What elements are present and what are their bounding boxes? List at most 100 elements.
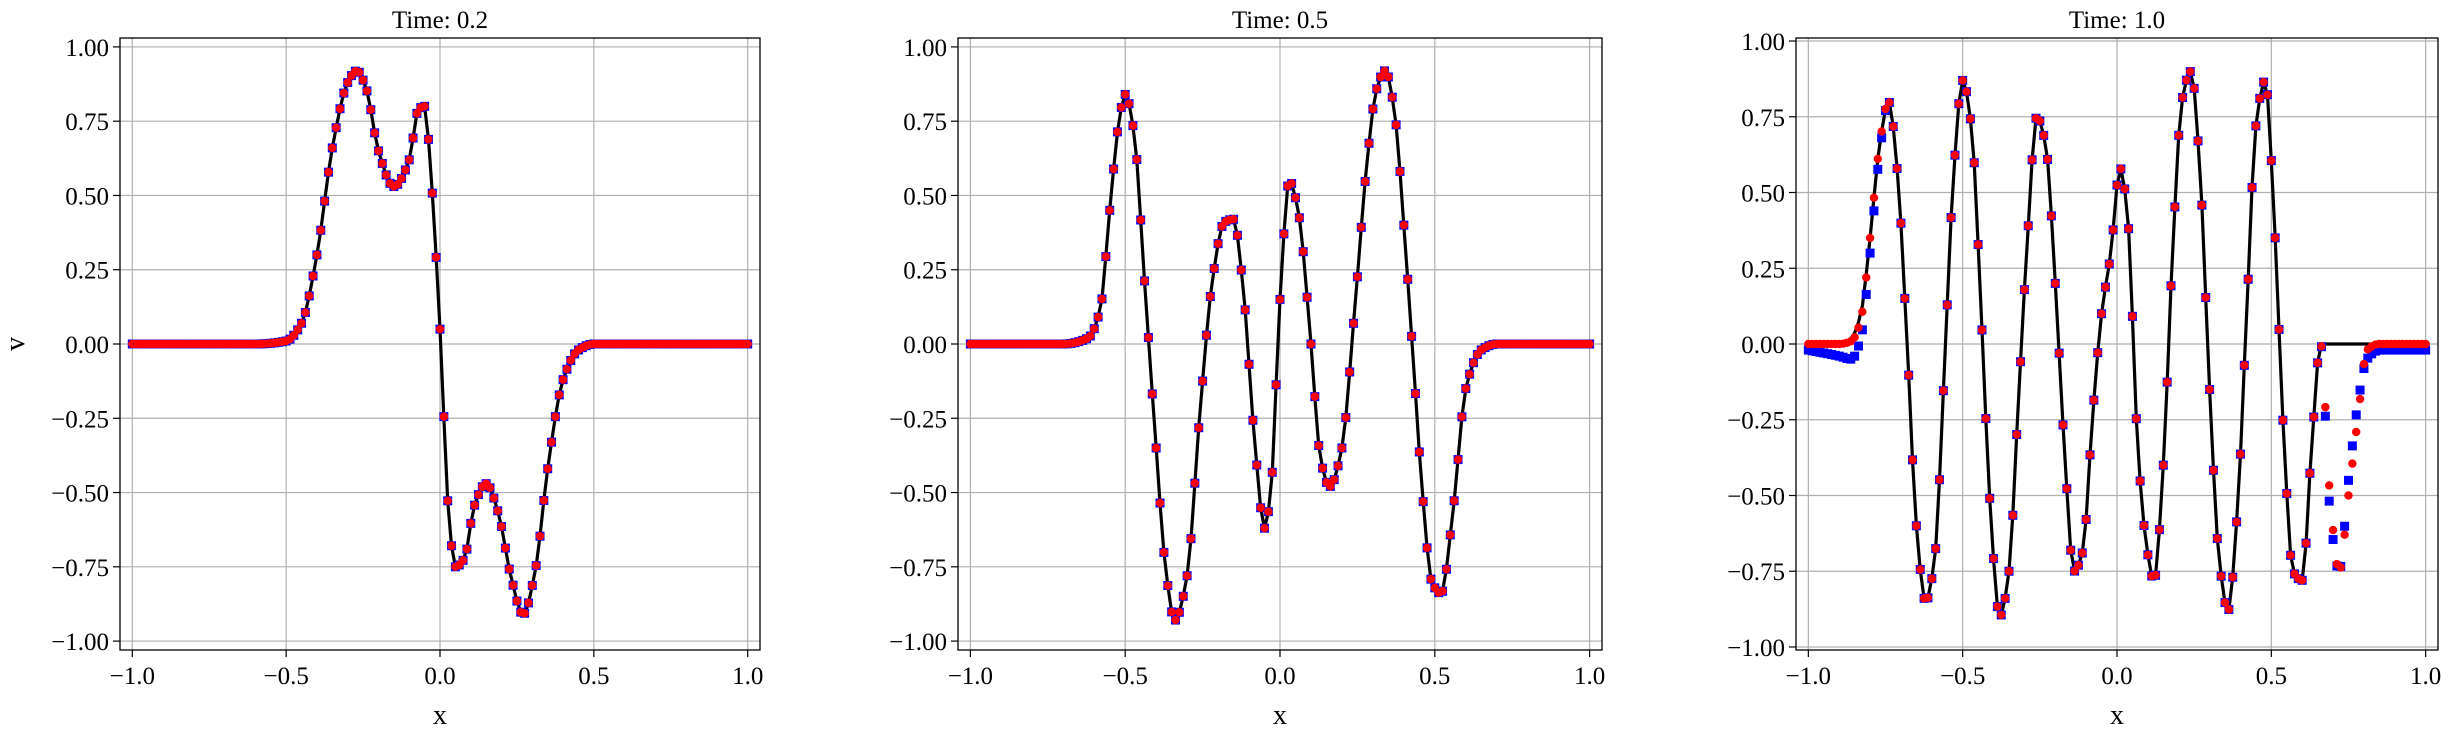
data-point-circle — [2047, 211, 2056, 221]
data-point-circle — [435, 324, 445, 334]
data-point-circle — [2008, 511, 2018, 520]
y-tick-label: −0.75 — [1727, 559, 1785, 586]
x-tick-label: 1.0 — [2410, 663, 2441, 690]
data-point-circle — [2355, 394, 2365, 404]
x-tick-label: 1.0 — [732, 663, 763, 690]
data-point-circle — [339, 88, 349, 98]
y-tick-label: 0.75 — [1741, 105, 1785, 132]
data-point-circle — [2081, 515, 2091, 524]
data-point-circle — [485, 483, 495, 493]
data-point-circle — [424, 135, 433, 144]
data-point-circle — [1411, 389, 1420, 398]
data-point-circle — [1237, 265, 1246, 275]
data-point-circle — [2270, 233, 2280, 243]
data-point-circle — [1268, 468, 1277, 477]
data-point-circle — [362, 86, 372, 96]
data-point-circle — [2247, 183, 2257, 192]
data-point-circle — [551, 412, 560, 421]
axis-ticks: −1.0 −0.5 0.0 0.5 1.0 1.00 0.75 0.50 0.25 0.00 −0.… — [889, 35, 1605, 690]
data-point-circle — [1248, 416, 1258, 425]
data-point-circle — [1927, 574, 1937, 583]
data-point-circle — [1186, 534, 1196, 543]
data-point-circle — [2043, 155, 2052, 164]
data-point-circle — [2093, 348, 2102, 357]
data-point-circle — [1461, 384, 1470, 393]
data-point-circle — [1090, 324, 1099, 333]
x-tick-label: 1.0 — [1574, 663, 1605, 690]
data-point-circle — [1229, 215, 1238, 224]
data-point-circle — [1376, 72, 1385, 82]
data-point-circle — [2421, 339, 2430, 349]
data-point-circle — [305, 291, 314, 301]
data-point-circle — [1981, 414, 1991, 423]
y-tick-label: 0.75 — [903, 109, 947, 136]
data-point-circle — [520, 609, 529, 618]
data-point-circle — [1858, 307, 1867, 316]
data-point-circle — [1950, 150, 1960, 160]
data-point-circle — [1353, 272, 1362, 282]
data-point-circle — [1384, 72, 1393, 82]
data-point-circle — [2105, 259, 2114, 269]
data-point-circle — [2344, 491, 2353, 500]
x-tick-label: 0.0 — [1264, 663, 1295, 690]
y-tick-label: −0.25 — [889, 406, 947, 433]
data-point-circle — [2016, 357, 2025, 366]
data-point-circle — [1097, 294, 1107, 304]
x-axis-label: x — [433, 700, 447, 731]
data-point-circle — [2216, 571, 2226, 581]
data-point-circle — [2120, 184, 2129, 194]
data-point-square — [2355, 385, 2365, 395]
data-point-circle — [2170, 202, 2180, 212]
subplot-time-1-0: −1.0 −0.5 0.0 0.5 1.0 1.00 0.75 0.50 0.25 0.00 −0.… — [1727, 7, 2441, 731]
data-point-circle — [512, 596, 522, 606]
data-point-circle — [535, 531, 545, 541]
data-point-circle — [1993, 602, 2002, 611]
data-point-circle — [462, 544, 472, 554]
data-point-circle — [1403, 275, 1412, 284]
data-point-circle — [408, 133, 418, 143]
x-tick-label: −0.5 — [1940, 663, 1985, 690]
data-point-circle — [335, 104, 345, 113]
y-tick-label: 0.25 — [65, 258, 109, 285]
data-point-circle — [1144, 333, 1153, 342]
data-point-circle — [2151, 571, 2160, 580]
data-point-circle — [1295, 213, 1304, 222]
subplot-time-0-2: −1.0 −0.5 0.0 0.5 1.0 1.00 0.75 0.50 0.25 0.00 −0.… — [0, 7, 763, 731]
data-point-circle — [2240, 361, 2249, 370]
data-point-circle — [2301, 538, 2311, 548]
data-point-circle — [1299, 247, 1308, 256]
data-point-circle — [293, 325, 302, 335]
data-point-circle — [428, 188, 437, 198]
data-point-circle — [1900, 294, 1910, 303]
data-point-circle — [358, 75, 368, 85]
data-point-circle — [1885, 98, 1894, 107]
data-point-circle — [474, 490, 483, 499]
data-point-circle — [1194, 423, 1203, 432]
y-tick-label: −0.75 — [889, 555, 947, 582]
data-point-circle — [1306, 339, 1316, 349]
data-point-circle — [2297, 576, 2307, 585]
data-point-circle — [1997, 610, 2006, 620]
data-point-circle — [547, 437, 556, 447]
chart-title: Time: 1.0 — [2069, 7, 2165, 34]
data-point-circle — [1240, 305, 1250, 315]
data-point-circle — [2232, 517, 2241, 527]
data-point-circle — [1850, 333, 1859, 342]
x-tick-label: 0.0 — [2101, 663, 2132, 690]
data-point-circle — [1105, 206, 1114, 215]
data-point-circle — [1939, 386, 1948, 395]
data-point-circle — [1388, 93, 1397, 102]
data-point-circle — [1155, 498, 1165, 508]
data-point-circle — [1946, 213, 1956, 222]
data-point-circle — [1349, 319, 1358, 328]
data-point-circle — [531, 561, 541, 570]
data-point-circle — [1881, 104, 1890, 114]
y-tick-label: −0.75 — [51, 555, 109, 582]
data-point-circle — [301, 308, 310, 317]
data-point-circle — [439, 412, 449, 421]
data-point-circle — [1333, 461, 1343, 470]
x-tick-label: 0.5 — [2256, 663, 2287, 690]
data-point-circle — [2039, 131, 2048, 140]
series-layer — [1803, 67, 2431, 620]
data-point-circle — [562, 365, 572, 374]
